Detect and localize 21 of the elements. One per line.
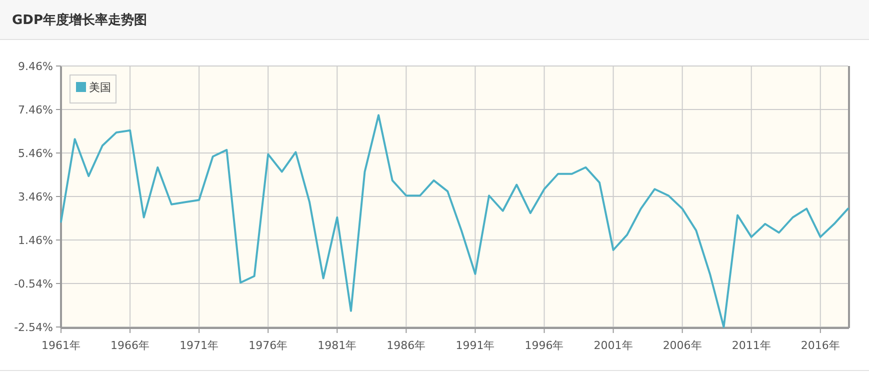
- y-tick-label: 9.46%: [18, 60, 53, 73]
- x-tick-label: 2011年: [732, 339, 771, 352]
- x-tick-label: 1976年: [248, 339, 288, 352]
- y-tick-label: 3.46%: [18, 190, 53, 204]
- x-tick-label: 1991年: [456, 339, 495, 352]
- x-tick-label: 2016年: [800, 339, 840, 352]
- x-tick-label: 1971年: [180, 339, 219, 352]
- y-tick-label: -0.54%: [14, 278, 53, 290]
- x-tick-label: 1961年: [42, 339, 80, 352]
- chart-title: GDP年度增长率走势图: [12, 12, 147, 28]
- y-tick-label: 7.46%: [18, 104, 53, 116]
- x-tick-label: 1986年: [386, 339, 426, 352]
- x-tick-label: 1966年: [110, 339, 150, 352]
- x-tick-label: 2001年: [594, 339, 633, 352]
- y-tick-label: -2.54%: [14, 321, 53, 334]
- y-tick-label: 5.46%: [18, 147, 53, 160]
- y-tick-label: 1.46%: [18, 234, 53, 247]
- x-tick-label: 1981年: [318, 339, 357, 352]
- x-tick-label: 1996年: [524, 339, 564, 352]
- legend-label: 美国: [89, 81, 111, 94]
- x-tick-label: 2006年: [662, 339, 702, 352]
